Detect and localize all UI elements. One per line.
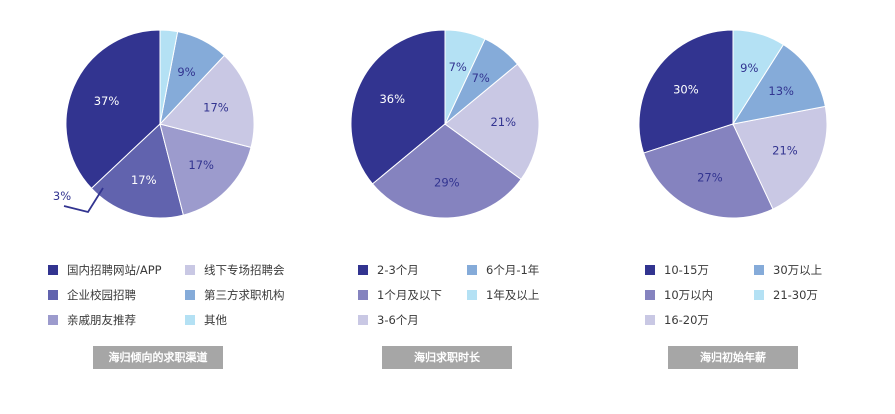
- pie-2-slice-label-0: 36%: [379, 92, 405, 106]
- pie-3-slice-label-3: 13%: [768, 84, 794, 98]
- pie-3-slice-3: [731, 43, 826, 125]
- legend-item: 其他: [185, 312, 227, 328]
- pie-1-slice-3: [159, 54, 255, 148]
- legend-item: 第三方求职机构: [185, 287, 285, 303]
- pie-1-slice-1: [90, 123, 184, 219]
- legend-item: 10万以内: [645, 287, 713, 303]
- pie-1-slice-label-3: 17%: [203, 101, 229, 115]
- legend-label: 其他: [204, 313, 227, 327]
- legend-label: 16-20万: [664, 313, 709, 327]
- pie-2-slice-4: [444, 29, 486, 125]
- pie-3-slice-0: [638, 29, 734, 154]
- legend-label: 30万以上: [773, 263, 823, 277]
- pie-3-slice-label-0: 30%: [673, 83, 699, 97]
- pie-chart-2: 36% 29% 21% 7% 7%: [350, 29, 540, 219]
- pie-3-slice-2: [732, 105, 828, 210]
- pie-2-slice-1: [371, 123, 522, 219]
- legend-label: 10万以内: [664, 288, 714, 302]
- legend-swatch: [358, 289, 368, 300]
- chart-caption-2: 海归求职时长: [382, 346, 512, 369]
- legend-item: 21-30万: [754, 287, 818, 303]
- pie-1-leader-line: [63, 187, 104, 214]
- legend-swatch: [754, 289, 764, 300]
- legend-label: 线下专场招聘会: [204, 263, 285, 277]
- legend-swatch: [48, 314, 58, 325]
- legend-swatch: [48, 289, 58, 300]
- legend-item: 2-3个月: [358, 262, 419, 278]
- legend-item: 亲戚朋友推荐: [48, 312, 136, 328]
- pie-1-slice-label-4: 9%: [177, 65, 195, 79]
- legend-item: 国内招聘网站/APP: [48, 262, 162, 278]
- pie-2-slice-label-2: 21%: [490, 115, 516, 129]
- legend-label: 1年及以上: [486, 288, 540, 302]
- legend-label: 3-6个月: [377, 313, 419, 327]
- pie-2-slice-0: [350, 29, 446, 185]
- pie-3-slice-4: [732, 29, 785, 126]
- legend-item: 3-6个月: [358, 312, 419, 328]
- chart-caption-1: 海归倾向的求职渠道: [93, 346, 223, 369]
- pie-1-slice-label-1: 17%: [131, 173, 157, 187]
- pie-2-slice-label-4: 7%: [449, 60, 467, 74]
- pie-3-slice-label-4: 9%: [740, 61, 758, 75]
- legend-label: 第三方求职机构: [204, 288, 285, 302]
- pie-1-slice-0: [65, 29, 161, 190]
- legend-swatch: [185, 264, 195, 275]
- legend-item: 线下专场招聘会: [185, 262, 285, 278]
- legend-item: 1年及以上: [467, 287, 539, 303]
- pie-1-slice-2: [159, 123, 252, 216]
- pie-2-slice-label-1: 29%: [434, 175, 460, 189]
- legend-label: 21-30万: [773, 288, 818, 302]
- legend-label: 国内招聘网站/APP: [67, 263, 162, 277]
- pie-1-slice-label-0: 37%: [94, 94, 120, 108]
- legend-swatch: [467, 289, 477, 300]
- legend-label: 10-15万: [664, 263, 709, 277]
- pie-chart-1: 37% 17% 17% 17% 9% 3%: [53, 29, 255, 219]
- pie-2-slice-2: [444, 63, 540, 180]
- legend-swatch: [358, 314, 368, 325]
- pie-1-slice-5: [159, 29, 179, 125]
- pie-1-slice-label-5: 3%: [53, 189, 71, 203]
- pie-1-slice-label-2: 17%: [188, 158, 214, 172]
- pie-3-slice-label-1: 27%: [697, 170, 723, 184]
- legend-item: 1个月及以下: [358, 287, 442, 303]
- legend-swatch: [754, 264, 764, 275]
- pie-3-slice-label-2: 21%: [772, 143, 798, 157]
- legend-swatch: [645, 289, 655, 300]
- pie-2-slice-label-3: 7%: [472, 71, 490, 85]
- legend-label: 2-3个月: [377, 263, 419, 277]
- legend-label: 企业校园招聘: [67, 288, 136, 302]
- chart-caption-3: 海归初始年薪: [668, 346, 798, 369]
- legend-item: 16-20万: [645, 312, 709, 328]
- legend-swatch: [467, 264, 477, 275]
- legend-item: 30万以上: [754, 262, 822, 278]
- legend-swatch: [358, 264, 368, 275]
- legend-swatch: [185, 314, 195, 325]
- legend-item: 10-15万: [645, 262, 709, 278]
- legend-item: 6个月-1年: [467, 262, 539, 278]
- legend-swatch: [48, 264, 58, 275]
- legend-swatch: [645, 264, 655, 275]
- legend-label: 1个月及以下: [377, 288, 442, 302]
- pie-3-slice-1: [642, 123, 774, 219]
- legend-label: 亲戚朋友推荐: [67, 313, 136, 327]
- legend-item: 企业校园招聘: [48, 287, 136, 303]
- legend-label: 6个月-1年: [486, 263, 540, 277]
- legend-swatch: [645, 314, 655, 325]
- legend-swatch: [185, 289, 195, 300]
- pie-chart-3: 30% 27% 21% 13% 9%: [638, 29, 828, 219]
